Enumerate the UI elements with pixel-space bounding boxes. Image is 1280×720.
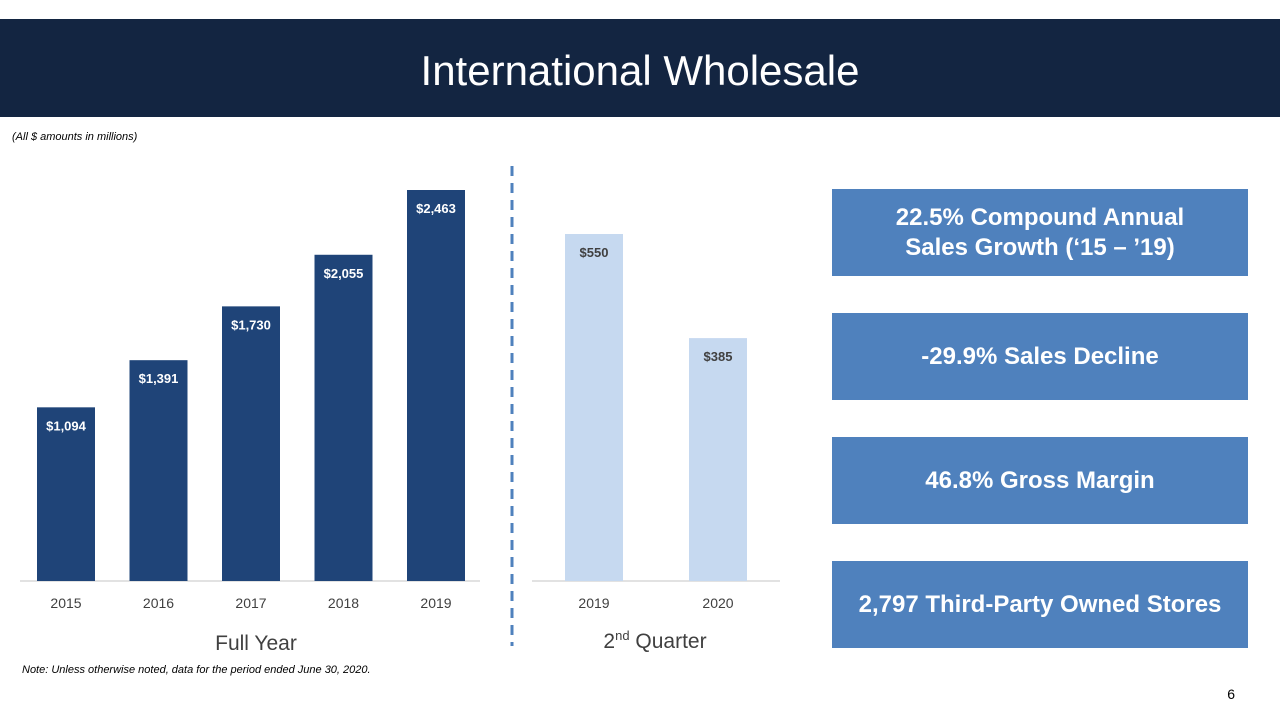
fy-tick-label-2019: 2019 [420,595,451,611]
fy-data-label-2019: $2,463 [416,201,456,216]
q2-group-label-rest: Quarter [629,630,707,653]
page-number: 6 [1227,686,1235,702]
q2-data-label-2020: $385 [704,349,733,364]
fy-bars-group: $1,094 2015 $1,391 2016 $1,730 2017 $2,055 2018… [37,190,465,611]
q2-bars-group: $550 2019 $385 2020 [565,234,747,611]
fy-tick-label-2016: 2016 [143,595,174,611]
q2-group-label-sup: nd [615,628,630,643]
callout-gross-margin-text: 46.8% Gross Margin [925,466,1155,494]
fy-data-label-2015: $1,094 [46,418,87,433]
callout-gross-margin: 46.8% Gross Margin [832,437,1248,524]
fy-bar-2019 [407,190,465,581]
fy-data-label-2018: $2,055 [324,266,364,281]
header-bar [0,19,1280,117]
fy-bar-2016 [129,360,188,581]
callout-cagr-text: 22.5% Compound Annual Sales Growth (‘15 … [895,203,1185,261]
q2-group-label: 2nd Quarter [540,628,770,654]
q2-bar-2020 [689,338,747,581]
bar-chart: $1,094 2015 $1,391 2016 $1,730 2017 $2,055 2018… [20,166,780,655]
fy-tick-label-2017: 2017 [235,595,266,611]
q2-tick-label-2020: 2020 [702,595,733,611]
page-title: International Wholesale [420,47,860,94]
callout-stores-text: 2,797 Third-Party Owned Stores [858,590,1222,618]
callout-sales-decline-text: -29.9% Sales Decline [921,342,1159,370]
units-note: (All $ amounts in millions) [12,131,138,143]
fy-bar-2018 [314,254,373,582]
fy-bar-2015 [37,407,95,581]
q2-data-label-2019: $550 [580,245,609,260]
callout-cagr: 22.5% Compound Annual Sales Growth (‘15 … [832,189,1248,276]
fy-tick-label-2015: 2015 [50,595,81,611]
fy-data-label-2016: $1,391 [139,371,179,386]
fy-tick-label-2018: 2018 [328,595,359,611]
fy-bar-2017 [222,306,280,581]
fy-group-label: Full Year [215,632,297,655]
footnote: Note: Unless otherwise noted, data for t… [22,664,371,676]
q2-tick-label-2019: 2019 [578,595,609,611]
q2-bar-2019 [565,234,623,581]
q2-group-label-main: 2 [603,630,616,653]
fy-data-label-2017: $1,730 [231,317,271,332]
callout-sales-decline: -29.9% Sales Decline [832,313,1248,400]
callout-stores: 2,797 Third-Party Owned Stores [832,561,1248,648]
